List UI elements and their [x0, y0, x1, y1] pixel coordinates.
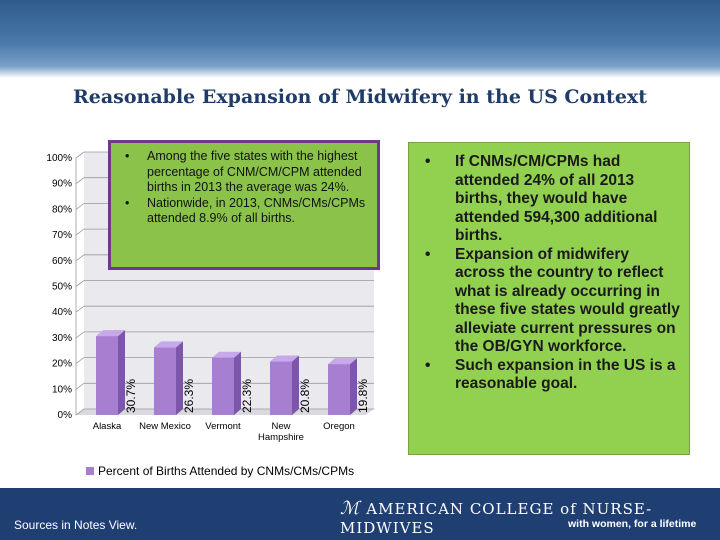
gridline-depth: [75, 331, 85, 339]
bar-top: [212, 351, 241, 358]
bar: [270, 361, 292, 415]
footer-bar: Sources in Notes View. ℳ AMERICAN COLLEGE…: [0, 488, 720, 540]
callout-bullet-text: Nationwide, in 2013, CNMs/CMs/CPMs atten…: [147, 195, 366, 226]
legend-label: Percent of Births Attended by CNMs/CMs/C…: [98, 464, 355, 478]
gridline-depth: [75, 280, 85, 287]
bar-value-label: 19.8%: [356, 379, 370, 413]
slide-title: Reasonable Expansion of Midwifery in the…: [72, 86, 648, 108]
y-tick-label: 20%: [52, 359, 72, 370]
bar-side: [350, 358, 357, 415]
summary-bullet: • If CNMs/CM/CPMs had attended 24% of all…: [425, 153, 658, 244]
midwife-logo-icon: ℳ: [340, 498, 361, 519]
x-tick-label: Hampshire: [258, 432, 304, 443]
y-tick-label: 90%: [52, 179, 72, 190]
y-tick-label: 60%: [52, 256, 72, 267]
callout-bullet: • Nationwide, in 2013, CNMs/CMs/CPMs atte…: [125, 195, 366, 226]
header-band: [0, 0, 720, 78]
chart-legend: Percent of Births Attended by CNMs/CMs/C…: [86, 464, 354, 478]
bar-side: [118, 330, 125, 415]
bar: [96, 336, 118, 415]
x-tick-label: Oregon: [323, 421, 355, 432]
bar-top: [96, 330, 125, 337]
gridline-depth: [75, 151, 85, 159]
bar-top: [154, 341, 183, 348]
callout-box: • Among the five states with the highest …: [108, 140, 380, 270]
bar-top: [328, 358, 357, 365]
summary-bullet: • Such expansion in the US is a reasonabl…: [425, 356, 676, 393]
gridline-depth: [75, 177, 85, 185]
summary-bullet-text: If CNMs/CM/CPMs had attended 24% of all …: [455, 153, 658, 244]
y-tick-label: 10%: [52, 384, 72, 395]
bar-side: [292, 355, 299, 415]
y-tick-label: 30%: [52, 333, 72, 344]
gridline-depth: [75, 382, 85, 390]
gridline-depth: [75, 305, 85, 313]
x-tick-label: Vermont: [205, 421, 241, 432]
x-tick-label: New: [271, 421, 290, 432]
y-tick-label: 100%: [46, 153, 72, 164]
legend-swatch: [86, 467, 94, 475]
callout-bullet: • Among the five states with the highest …: [125, 149, 362, 194]
gridline-depth: [75, 254, 85, 262]
bar-top: [270, 355, 299, 362]
y-tick-label: 0%: [58, 410, 73, 421]
x-tick-label: Alaska: [93, 421, 122, 432]
y-tick-label: 80%: [52, 204, 72, 215]
org-tagline: with women, for a lifetime: [568, 518, 697, 530]
bar-side: [176, 341, 183, 415]
summary-box: • If CNMs/CM/CPMs had attended 24% of all…: [408, 142, 690, 455]
bar-side: [234, 351, 241, 415]
gridline-depth: [75, 357, 85, 364]
sources-note: Sources in Notes View.: [14, 518, 138, 532]
x-tick-label: New Mexico: [139, 421, 191, 432]
bar: [212, 357, 234, 415]
summary-bullet-text: Such expansion in the US is a reasonable…: [455, 356, 676, 393]
bar: [154, 347, 176, 415]
y-tick-label: 70%: [52, 230, 72, 241]
gridline-depth: [75, 408, 85, 416]
summary-bullet-text: Expansion of midwifery across the countr…: [455, 245, 680, 356]
callout-bullet-text: Among the five states with the highest p…: [147, 149, 362, 194]
y-tick-label: 40%: [52, 307, 72, 318]
bar: [328, 364, 350, 415]
gridline-depth: [75, 228, 85, 236]
org-logo: ℳ AMERICAN COLLEGE of NURSE-MIDWIVES: [340, 498, 720, 537]
org-name: AMERICAN COLLEGE of NURSE-MIDWIVES: [340, 500, 653, 537]
bar-value-label: 20.8%: [298, 379, 312, 413]
summary-bullet: • Expansion of midwifery across the count…: [425, 245, 680, 356]
bar-value-label: 30.7%: [124, 379, 138, 413]
bar-value-label: 26.3%: [182, 379, 196, 413]
gridline-depth: [75, 203, 85, 210]
y-tick-label: 50%: [52, 282, 72, 293]
bar-value-label: 22.3%: [240, 379, 254, 413]
